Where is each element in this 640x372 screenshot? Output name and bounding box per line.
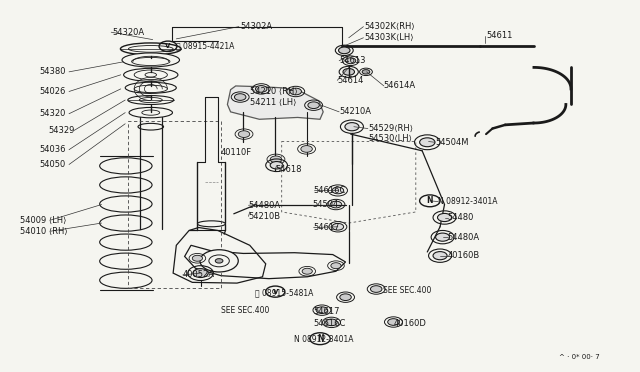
Text: 54303K⟨LH⟩: 54303K⟨LH⟩ xyxy=(365,33,414,42)
Ellipse shape xyxy=(138,124,164,130)
Text: 54211 ⟨LH⟩: 54211 ⟨LH⟩ xyxy=(250,98,296,107)
Text: 54480A: 54480A xyxy=(448,232,480,242)
Circle shape xyxy=(316,307,328,314)
Circle shape xyxy=(302,268,312,274)
Text: 54302K⟨RH⟩: 54302K⟨RH⟩ xyxy=(365,22,415,31)
Circle shape xyxy=(290,88,301,95)
Circle shape xyxy=(420,138,435,147)
Text: V: V xyxy=(273,289,278,295)
Ellipse shape xyxy=(129,108,173,118)
Circle shape xyxy=(301,145,312,152)
Circle shape xyxy=(332,187,344,194)
Circle shape xyxy=(346,58,356,64)
Polygon shape xyxy=(227,86,323,119)
Circle shape xyxy=(234,94,246,100)
Text: 54530⟨LH⟩: 54530⟨LH⟩ xyxy=(368,134,412,143)
Circle shape xyxy=(362,70,370,74)
Circle shape xyxy=(192,255,202,261)
Text: 54480A: 54480A xyxy=(248,201,280,210)
Text: 54613: 54613 xyxy=(339,56,365,65)
Text: 54050: 54050 xyxy=(39,160,65,169)
Circle shape xyxy=(388,319,399,326)
Text: 40052A: 40052A xyxy=(182,270,214,279)
Circle shape xyxy=(270,161,283,169)
Text: Ⓥ 08915-5481A: Ⓥ 08915-5481A xyxy=(255,288,313,297)
Circle shape xyxy=(238,131,250,137)
Text: 54611: 54611 xyxy=(486,31,513,41)
Text: SEE SEC.400: SEE SEC.400 xyxy=(383,286,431,295)
Text: 54320: 54320 xyxy=(39,109,65,118)
Text: 54504: 54504 xyxy=(312,200,339,209)
Text: 40160D: 40160D xyxy=(394,319,426,328)
Text: 54618: 54618 xyxy=(275,165,302,174)
Circle shape xyxy=(332,224,344,230)
Text: 54320A: 54320A xyxy=(113,28,145,37)
Circle shape xyxy=(433,251,447,260)
Circle shape xyxy=(345,123,359,131)
Circle shape xyxy=(200,250,238,272)
Text: N: N xyxy=(317,334,323,343)
Circle shape xyxy=(438,214,452,222)
Text: 54617: 54617 xyxy=(314,223,340,232)
Text: N 08912-3401A: N 08912-3401A xyxy=(294,335,354,344)
Circle shape xyxy=(193,269,208,278)
Text: 54210A: 54210A xyxy=(339,108,371,116)
Circle shape xyxy=(326,319,337,326)
Ellipse shape xyxy=(120,43,181,55)
Text: V: V xyxy=(165,43,171,49)
Circle shape xyxy=(371,286,382,292)
Text: 54009 ⟨LH⟩: 54009 ⟨LH⟩ xyxy=(20,216,66,225)
Text: Ⓥ 08915-4421A: Ⓥ 08915-4421A xyxy=(176,41,235,51)
Ellipse shape xyxy=(134,70,168,80)
Text: 40110F: 40110F xyxy=(221,148,252,157)
Text: 54010 ⟨RH⟩: 54010 ⟨RH⟩ xyxy=(20,227,67,236)
Circle shape xyxy=(339,47,350,54)
Text: 54529⟨RH⟩: 54529⟨RH⟩ xyxy=(368,124,413,133)
Circle shape xyxy=(436,233,450,241)
Circle shape xyxy=(270,156,282,163)
Ellipse shape xyxy=(128,96,173,105)
Circle shape xyxy=(340,294,351,301)
Text: 54329: 54329 xyxy=(49,126,75,135)
Ellipse shape xyxy=(197,221,225,227)
Text: 54614A: 54614A xyxy=(384,81,416,90)
Circle shape xyxy=(330,201,342,208)
Text: 54210B: 54210B xyxy=(248,212,280,221)
Text: 54036: 54036 xyxy=(39,145,65,154)
Text: SEE SEC.400: SEE SEC.400 xyxy=(221,306,269,315)
Text: 54617: 54617 xyxy=(314,307,340,316)
Circle shape xyxy=(215,259,223,263)
Text: 54616C: 54616C xyxy=(314,186,346,195)
Ellipse shape xyxy=(124,68,178,81)
Circle shape xyxy=(255,86,267,92)
Text: 54614: 54614 xyxy=(337,76,364,85)
Text: N 08912-3401A: N 08912-3401A xyxy=(438,197,498,206)
Text: 54480: 54480 xyxy=(448,213,474,222)
Text: 54210 ⟨RH⟩: 54210 ⟨RH⟩ xyxy=(250,87,298,96)
Text: ^ · 0* 00· 7: ^ · 0* 00· 7 xyxy=(559,354,600,360)
Circle shape xyxy=(331,263,341,269)
Text: 54504M: 54504M xyxy=(435,138,468,147)
Text: N: N xyxy=(427,196,433,205)
Text: 54616C: 54616C xyxy=(314,319,346,328)
Circle shape xyxy=(343,68,355,75)
Text: 40160B: 40160B xyxy=(448,251,480,260)
Text: 54380: 54380 xyxy=(39,67,65,76)
Text: 54026: 54026 xyxy=(39,87,65,96)
Ellipse shape xyxy=(122,53,179,67)
Text: 54302A: 54302A xyxy=(240,22,272,31)
Circle shape xyxy=(308,102,319,109)
Ellipse shape xyxy=(125,82,176,93)
